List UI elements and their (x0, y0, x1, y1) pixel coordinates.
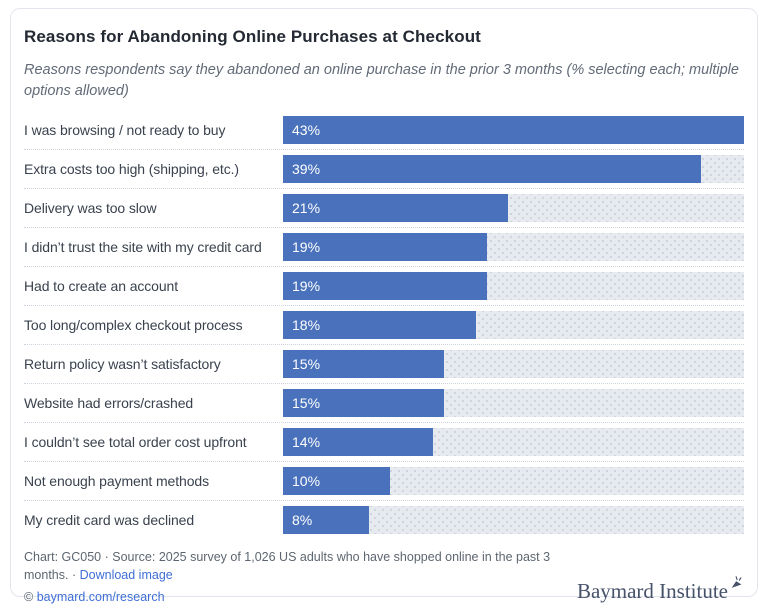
bar: 8% (283, 506, 369, 534)
logo-text: Baymard Institute (577, 579, 728, 604)
bar: 39% (283, 155, 701, 183)
bar-label: Not enough payment methods (24, 473, 283, 489)
separator-dot: · (72, 568, 76, 582)
bar-track: 21% (283, 194, 744, 222)
bar-label: I didn’t trust the site with my credit c… (24, 239, 283, 255)
bar: 15% (283, 389, 444, 417)
bar-value-label: 15% (283, 395, 320, 411)
bar: 14% (283, 428, 433, 456)
page-title: Reasons for Abandoning Online Purchases … (24, 27, 744, 47)
bar-label: I was browsing / not ready to buy (24, 122, 283, 138)
cursor-icon (729, 575, 744, 590)
bar-label: Website had errors/crashed (24, 395, 283, 411)
meta-line: Chart: GC050 · Source: 2025 survey of 1,… (24, 550, 550, 582)
bar: 10% (283, 467, 390, 495)
bar-value-label: 8% (283, 512, 312, 528)
copyright-symbol: © (24, 590, 33, 604)
bar-label: Had to create an account (24, 278, 283, 294)
chart-row: I didn’t trust the site with my credit c… (24, 227, 744, 266)
bar-track: 8% (283, 506, 744, 534)
bar-label: I couldn’t see total order cost upfront (24, 434, 283, 450)
bar-value-label: 15% (283, 356, 320, 372)
bar-value-label: 21% (283, 200, 320, 216)
chart-row: Extra costs too high (shipping, etc.)39% (24, 149, 744, 188)
chart-footer: Chart: GC050 · Source: 2025 survey of 1,… (24, 548, 744, 606)
bar-value-label: 39% (283, 161, 320, 177)
download-image-link[interactable]: Download image (80, 568, 173, 582)
bar-track: 19% (283, 272, 744, 300)
bar: 19% (283, 272, 487, 300)
bar-track: 10% (283, 467, 744, 495)
bar-label: Return policy wasn’t satisfactory (24, 356, 283, 372)
bar-value-label: 10% (283, 473, 320, 489)
chart-id-label: Chart: GC050 (24, 550, 101, 564)
bar-label: My credit card was declined (24, 512, 283, 528)
bar: 18% (283, 311, 476, 339)
bar-label: Delivery was too slow (24, 200, 283, 216)
bar-value-label: 14% (283, 434, 320, 450)
bar: 15% (283, 350, 444, 378)
bar-value-label: 19% (283, 239, 320, 255)
baymard-logo[interactable]: Baymard Institute (577, 579, 744, 606)
copyright-line: © baymard.com/research (24, 588, 577, 606)
bar-track: 15% (283, 350, 744, 378)
bar-value-label: 19% (283, 278, 320, 294)
chart-card: Reasons for Abandoning Online Purchases … (10, 8, 758, 597)
research-site-link[interactable]: baymard.com/research (37, 590, 165, 604)
bar-track: 14% (283, 428, 744, 456)
chart-subtitle: Reasons respondents say they abandoned a… (24, 60, 744, 102)
bar-label: Extra costs too high (shipping, etc.) (24, 161, 283, 177)
bar-track: 39% (283, 155, 744, 183)
bar-track: 19% (283, 233, 744, 261)
bar-track: 15% (283, 389, 744, 417)
bar-value-label: 43% (283, 122, 320, 138)
bar: 21% (283, 194, 508, 222)
bar-track: 43% (283, 116, 744, 144)
bar-label: Too long/complex checkout process (24, 317, 283, 333)
separator-dot: · (105, 550, 109, 564)
chart-meta: Chart: GC050 · Source: 2025 survey of 1,… (24, 548, 577, 606)
bar: 19% (283, 233, 487, 261)
bar-value-label: 18% (283, 317, 320, 333)
bar-track: 18% (283, 311, 744, 339)
bar: 43% (283, 116, 744, 144)
